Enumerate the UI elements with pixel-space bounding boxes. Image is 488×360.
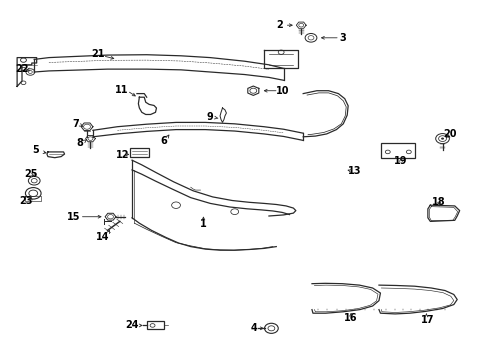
Text: 23: 23: [19, 195, 33, 206]
Text: 4: 4: [250, 323, 257, 333]
Text: 21: 21: [91, 49, 104, 59]
Text: 7: 7: [72, 119, 79, 129]
Text: 12: 12: [116, 150, 129, 160]
Text: 18: 18: [431, 197, 445, 207]
Text: 8: 8: [76, 138, 83, 148]
Text: 6: 6: [160, 136, 167, 147]
Text: 13: 13: [347, 166, 361, 176]
Text: 20: 20: [442, 129, 456, 139]
Text: 25: 25: [24, 169, 38, 179]
Text: 9: 9: [206, 112, 213, 122]
Text: 11: 11: [114, 85, 128, 95]
Text: 3: 3: [338, 33, 345, 43]
Text: 1: 1: [199, 219, 206, 229]
Text: 22: 22: [16, 64, 29, 74]
Text: 17: 17: [420, 315, 433, 325]
Text: 16: 16: [344, 312, 357, 323]
Text: 5: 5: [32, 145, 39, 156]
Text: 14: 14: [96, 232, 109, 242]
Text: 19: 19: [393, 156, 407, 166]
Circle shape: [440, 138, 443, 140]
Text: 15: 15: [66, 212, 80, 222]
Text: 2: 2: [276, 20, 283, 30]
Text: 24: 24: [125, 320, 139, 330]
Text: 10: 10: [275, 86, 289, 96]
